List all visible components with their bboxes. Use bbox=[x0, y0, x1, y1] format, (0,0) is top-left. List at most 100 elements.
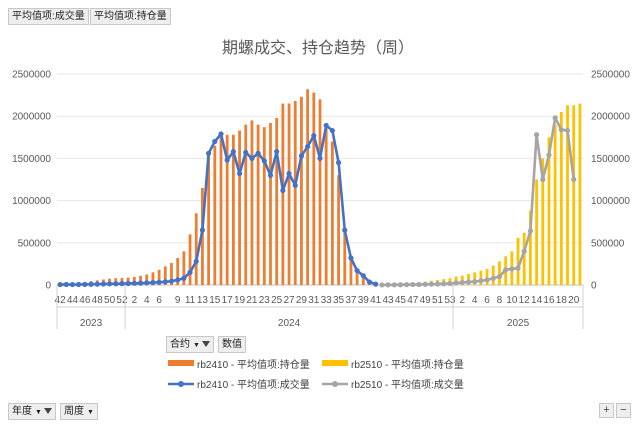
y-axis-right: 0 500000 1000000 1500000 2000000 2500000 bbox=[591, 70, 630, 292]
bar bbox=[287, 103, 291, 285]
x-tick-label: 11 bbox=[185, 295, 196, 306]
line-point bbox=[206, 150, 212, 156]
bar bbox=[231, 134, 235, 285]
line-point bbox=[298, 153, 305, 159]
x-tick-label: 50 bbox=[104, 295, 116, 306]
line-point bbox=[447, 280, 453, 287]
y2-tick-label: 500000 bbox=[591, 238, 625, 249]
x-tick-label: 33 bbox=[321, 295, 333, 306]
x-tick-label: 19 bbox=[234, 295, 246, 306]
line-point bbox=[131, 280, 137, 286]
collapse-minus-button[interactable]: − bbox=[616, 403, 631, 418]
line-point bbox=[385, 282, 391, 288]
x-tick-label: 53 bbox=[444, 295, 456, 306]
line-point bbox=[199, 227, 206, 233]
y2-tick-label: 1500000 bbox=[591, 154, 630, 165]
bar bbox=[566, 105, 569, 285]
x-tick-label: 35 bbox=[333, 295, 345, 306]
line-point bbox=[286, 170, 292, 177]
bar bbox=[145, 274, 149, 285]
bar bbox=[157, 269, 161, 285]
legend: rb2410 - 平均值项:持仓量 rb2510 - 平均值项:持仓量 rb2410… bbox=[168, 358, 464, 391]
line-point bbox=[571, 176, 577, 183]
line-point bbox=[100, 281, 107, 287]
line-point bbox=[150, 280, 156, 286]
line-point bbox=[125, 280, 131, 287]
x-tick-label: 13 bbox=[197, 295, 209, 306]
x-tick-label: 9 bbox=[175, 295, 181, 306]
y-tick-label: 2500000 bbox=[12, 70, 51, 81]
year-filter-button[interactable]: 年度 ▼ bbox=[8, 403, 56, 420]
week-field-button[interactable]: 周度 ▼ bbox=[60, 403, 98, 420]
field-button-volume[interactable]: 平均值项:成交量 bbox=[8, 8, 89, 25]
bar bbox=[269, 122, 272, 286]
line-point bbox=[137, 280, 144, 286]
x-tick-label: 39 bbox=[358, 295, 370, 306]
bar bbox=[553, 124, 557, 285]
year-filter-label: 年度 bbox=[12, 406, 32, 417]
line-point bbox=[348, 255, 354, 261]
values-field-button[interactable]: 数值 bbox=[218, 336, 246, 353]
dropdown-arrow-icon: ▼ bbox=[35, 409, 42, 416]
line-point bbox=[453, 280, 459, 286]
filter-icon bbox=[201, 341, 210, 348]
bar bbox=[529, 210, 532, 285]
line-point bbox=[311, 133, 317, 139]
field-button-position[interactable]: 平均值项:持仓量 bbox=[90, 8, 171, 25]
x-tick-label: 18 bbox=[556, 295, 568, 306]
line-point bbox=[181, 275, 187, 281]
x-tick-label: 16 bbox=[543, 295, 555, 306]
bar bbox=[194, 213, 198, 285]
x-tick-label: 2 bbox=[132, 295, 138, 306]
x-tick-label: 49 bbox=[420, 295, 432, 306]
bar bbox=[188, 234, 192, 285]
line-point bbox=[515, 265, 521, 271]
legend-swatch bbox=[178, 381, 184, 387]
line-point bbox=[533, 132, 540, 138]
bar bbox=[479, 270, 483, 285]
year-label: 2023 bbox=[80, 318, 103, 329]
line-point bbox=[342, 227, 348, 233]
bar bbox=[547, 137, 551, 285]
line-point bbox=[119, 281, 125, 287]
line-point bbox=[193, 258, 199, 264]
x-tick-label: 47 bbox=[407, 295, 419, 306]
line-point bbox=[255, 150, 261, 156]
legend-swatch bbox=[322, 360, 348, 366]
bar bbox=[498, 261, 501, 285]
line-point bbox=[230, 149, 236, 155]
legend-label: rb2510 - 平均值项:持仓量 bbox=[351, 358, 464, 371]
line-point bbox=[267, 172, 274, 178]
x-tick-label: 29 bbox=[296, 295, 308, 306]
line-point bbox=[57, 281, 63, 288]
x-tick-label: 15 bbox=[209, 295, 221, 306]
line-point bbox=[465, 279, 472, 285]
line-point bbox=[503, 267, 509, 273]
line-point bbox=[292, 182, 298, 189]
contract-filter-button[interactable]: 合约 ▼ bbox=[166, 336, 214, 353]
line-point bbox=[410, 281, 416, 288]
line-point bbox=[113, 281, 119, 287]
line-point bbox=[360, 273, 366, 279]
x-tick-label: 17 bbox=[222, 295, 234, 306]
bar bbox=[559, 111, 563, 285]
x-tick-label: 51 bbox=[432, 295, 444, 306]
bar bbox=[182, 251, 186, 285]
field-button-volume-label: 平均值项:成交量 bbox=[12, 11, 85, 22]
legend-label: rb2410 - 平均值项:成交量 bbox=[197, 378, 310, 391]
y-tick-label: 500000 bbox=[18, 238, 52, 249]
x-tick-label: 43 bbox=[383, 295, 395, 306]
line-point bbox=[243, 149, 249, 156]
contract-filter-label: 合约 bbox=[170, 339, 190, 350]
line-point bbox=[335, 160, 342, 166]
line-point bbox=[69, 281, 76, 288]
line-point bbox=[187, 269, 193, 275]
expand-plus-button[interactable]: + bbox=[599, 403, 614, 418]
bar bbox=[541, 158, 545, 285]
values-field-label: 数值 bbox=[222, 339, 242, 350]
chart-title: 期螺成交、持仓趋势（周） bbox=[222, 39, 414, 57]
chart: 期螺成交、持仓趋势（周） 0 500000 1000000 1500000 200000… bbox=[12, 39, 630, 329]
line-point bbox=[509, 266, 515, 272]
bar bbox=[578, 103, 582, 285]
line-point bbox=[329, 127, 335, 134]
